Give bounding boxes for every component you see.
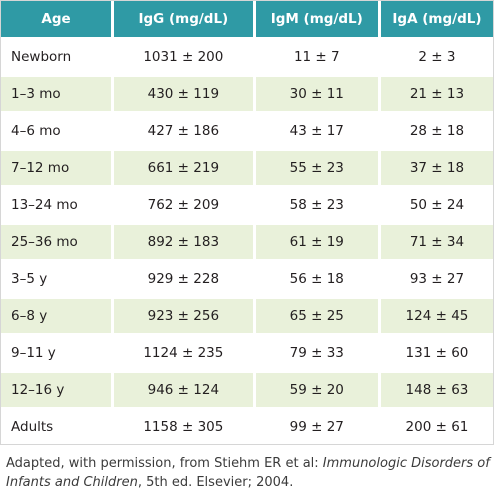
- cell-igm: 65 ± 25: [255, 299, 381, 336]
- caption-suffix: , 5th ed. Elsevier; 2004.: [137, 475, 294, 490]
- table-row: Adults 1158 ± 305 99 ± 27 200 ± 61: [1, 410, 493, 444]
- cell-iga: 21 ± 13: [380, 77, 493, 114]
- cell-igm: 11 ± 7: [255, 40, 381, 77]
- cell-igm: 99 ± 27: [255, 410, 381, 444]
- cell-age: 4–6 mo: [1, 114, 115, 151]
- cell-age: 3–5 y: [1, 262, 115, 299]
- cell-igm: 30 ± 11: [255, 77, 381, 114]
- table-row: 25–36 mo 892 ± 183 61 ± 19 71 ± 34: [1, 225, 493, 262]
- cell-iga: 148 ± 63: [380, 373, 493, 410]
- cell-igg: 427 ± 186: [114, 114, 256, 151]
- cell-age: Adults: [1, 410, 115, 444]
- caption-book-title: Immunologic Disorders of Infants and Chi…: [6, 456, 490, 490]
- cell-igg: 923 ± 256: [114, 299, 256, 336]
- cell-iga: 37 ± 18: [380, 151, 493, 188]
- header-igm: IgM (mg/dL): [255, 1, 381, 40]
- table-row: 6–8 y 923 ± 256 65 ± 25 124 ± 45: [1, 299, 493, 336]
- cell-igg: 892 ± 183: [114, 225, 256, 262]
- table-row: 13–24 mo 762 ± 209 58 ± 23 50 ± 24: [1, 188, 493, 225]
- header-age: Age: [1, 1, 115, 40]
- table-header: Age IgG (mg/dL) IgM (mg/dL) IgA (mg/dL): [1, 1, 493, 40]
- cell-age: 1–3 mo: [1, 77, 115, 114]
- cell-iga: 131 ± 60: [380, 336, 493, 373]
- cell-igg: 929 ± 228: [114, 262, 256, 299]
- cell-iga: 200 ± 61: [380, 410, 493, 444]
- cell-igm: 56 ± 18: [255, 262, 381, 299]
- source-caption: Adapted, with permission, from Stiehm ER…: [6, 454, 492, 492]
- cell-age: Newborn: [1, 40, 115, 77]
- header-igg: IgG (mg/dL): [114, 1, 256, 40]
- table-row: 4–6 mo 427 ± 186 43 ± 17 28 ± 18: [1, 114, 493, 151]
- cell-igm: 59 ± 20: [255, 373, 381, 410]
- cell-iga: 50 ± 24: [380, 188, 493, 225]
- cell-age: 7–12 mo: [1, 151, 115, 188]
- table-row: 9–11 y 1124 ± 235 79 ± 33 131 ± 60: [1, 336, 493, 373]
- cell-age: 9–11 y: [1, 336, 115, 373]
- table-body: Newborn 1031 ± 200 11 ± 7 2 ± 3 1–3 mo 4…: [1, 40, 493, 444]
- cell-igm: 43 ± 17: [255, 114, 381, 151]
- cell-igg: 762 ± 209: [114, 188, 256, 225]
- cell-igg: 1124 ± 235: [114, 336, 256, 373]
- header-row: Age IgG (mg/dL) IgM (mg/dL) IgA (mg/dL): [1, 1, 493, 40]
- table-row: 3–5 y 929 ± 228 56 ± 18 93 ± 27: [1, 262, 493, 299]
- cell-iga: 28 ± 18: [380, 114, 493, 151]
- cell-igm: 55 ± 23: [255, 151, 381, 188]
- cell-age: 13–24 mo: [1, 188, 115, 225]
- cell-iga: 93 ± 27: [380, 262, 493, 299]
- cell-iga: 71 ± 34: [380, 225, 493, 262]
- cell-igm: 58 ± 23: [255, 188, 381, 225]
- cell-igg: 1031 ± 200: [114, 40, 256, 77]
- immunoglobulin-table: Age IgG (mg/dL) IgM (mg/dL) IgA (mg/dL) …: [0, 0, 494, 445]
- cell-igg: 1158 ± 305: [114, 410, 256, 444]
- cell-igm: 61 ± 19: [255, 225, 381, 262]
- cell-igm: 79 ± 33: [255, 336, 381, 373]
- caption-prefix: Adapted, with permission, from Stiehm ER…: [6, 456, 323, 471]
- cell-age: 25–36 mo: [1, 225, 115, 262]
- table-row: 7–12 mo 661 ± 219 55 ± 23 37 ± 18: [1, 151, 493, 188]
- cell-age: 6–8 y: [1, 299, 115, 336]
- table-row: 12–16 y 946 ± 124 59 ± 20 148 ± 63: [1, 373, 493, 410]
- header-iga: IgA (mg/dL): [380, 1, 493, 40]
- table-row: 1–3 mo 430 ± 119 30 ± 11 21 ± 13: [1, 77, 493, 114]
- cell-igg: 946 ± 124: [114, 373, 256, 410]
- cell-igg: 430 ± 119: [114, 77, 256, 114]
- table-row: Newborn 1031 ± 200 11 ± 7 2 ± 3: [1, 40, 493, 77]
- cell-igg: 661 ± 219: [114, 151, 256, 188]
- cell-iga: 124 ± 45: [380, 299, 493, 336]
- cell-age: 12–16 y: [1, 373, 115, 410]
- cell-iga: 2 ± 3: [380, 40, 493, 77]
